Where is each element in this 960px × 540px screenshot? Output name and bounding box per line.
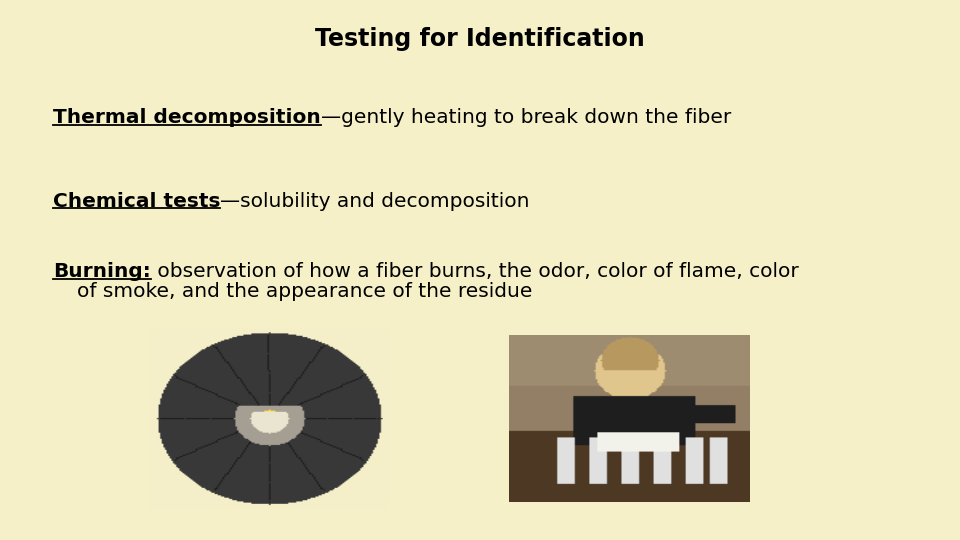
Text: Chemical tests: Chemical tests [53,192,220,211]
Text: —solubility and decomposition: —solubility and decomposition [220,192,530,211]
Text: observation of how a fiber burns, the odor, color of flame, color: observation of how a fiber burns, the od… [151,262,799,281]
Text: of smoke, and the appearance of the residue: of smoke, and the appearance of the resi… [77,282,532,301]
Text: Burning:: Burning: [53,262,151,281]
Text: Thermal decomposition: Thermal decomposition [53,108,321,127]
Text: Testing for Identification: Testing for Identification [315,27,645,51]
Text: —gently heating to break down the fiber: —gently heating to break down the fiber [321,108,731,127]
